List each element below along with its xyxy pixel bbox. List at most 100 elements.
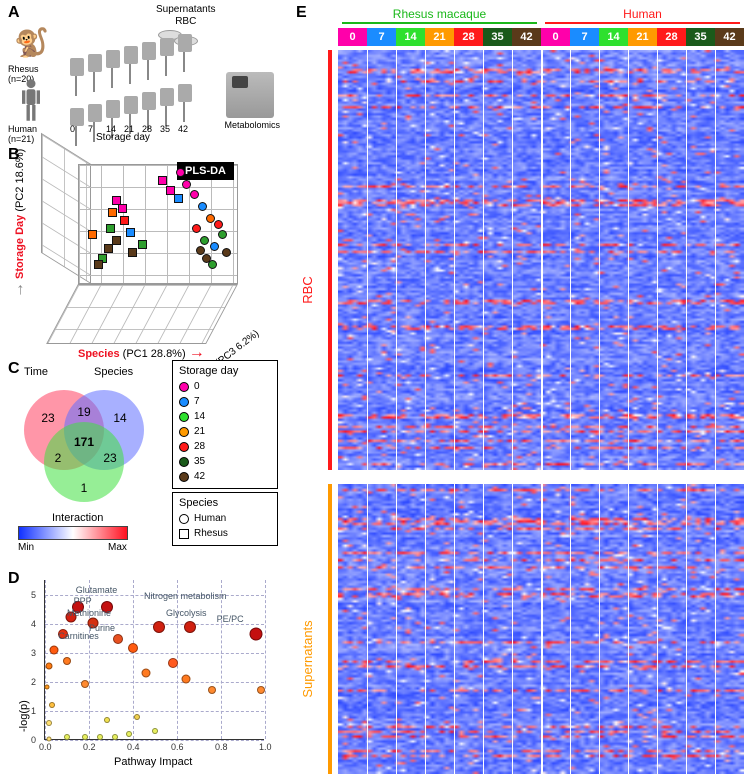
plsda-point bbox=[198, 202, 207, 211]
pathway-point bbox=[128, 643, 138, 653]
pathway-annotation: Methionine bbox=[67, 608, 111, 618]
xlabel-d: Pathway Impact bbox=[114, 756, 192, 768]
plsda-point bbox=[118, 204, 127, 213]
legend-species: Species HumanRhesus bbox=[172, 492, 278, 546]
grad-min: Min bbox=[18, 542, 34, 553]
plsda-3d: PLS-DA bbox=[48, 154, 248, 324]
sup-label: Supernatants RBC bbox=[156, 4, 216, 28]
pathway-point bbox=[49, 646, 58, 655]
plsda-point bbox=[218, 230, 227, 239]
venn-diagram: 23 14 1 19 2 23 171 bbox=[14, 382, 154, 512]
pathway-point bbox=[168, 658, 178, 668]
monkey-icon: 🐒 bbox=[14, 26, 54, 66]
plsda-point bbox=[190, 190, 199, 199]
grad-max: Max bbox=[108, 542, 127, 553]
heatmap-supernatants bbox=[338, 484, 744, 774]
panel-c: Time Species Interaction 23 14 1 19 2 23… bbox=[8, 360, 278, 560]
plsda-point bbox=[192, 224, 201, 233]
day-header: 21 bbox=[628, 28, 657, 46]
day-header: 21 bbox=[425, 28, 454, 46]
day-header: 0 bbox=[541, 28, 570, 46]
day-header: 35 bbox=[483, 28, 512, 46]
panel-d: 0.00.20.40.60.81.0012345GlutamatePPPMeth… bbox=[8, 572, 278, 772]
gradient-bar bbox=[18, 526, 128, 540]
machine-label: Metabolomics bbox=[224, 120, 280, 130]
plsda-point bbox=[120, 216, 129, 225]
day-header: 28 bbox=[454, 28, 483, 46]
day-header: 7 bbox=[367, 28, 396, 46]
pathway-point bbox=[49, 702, 55, 708]
tube-row-human: 071421283542 bbox=[58, 84, 238, 134]
pathway-point bbox=[112, 734, 118, 740]
svg-text:1: 1 bbox=[81, 481, 88, 495]
plsda-point bbox=[176, 168, 185, 177]
plsda-point bbox=[106, 224, 115, 233]
venn-time-label: Time bbox=[24, 366, 48, 378]
pathway-point bbox=[46, 662, 53, 669]
tube-row-rhesus bbox=[58, 34, 238, 84]
heatmap-row-label: Supernatants bbox=[300, 620, 315, 697]
day-header: 14 bbox=[599, 28, 628, 46]
plsda-point bbox=[214, 220, 223, 229]
pathway-point bbox=[250, 627, 263, 640]
svg-text:23: 23 bbox=[103, 451, 117, 465]
ylabel-d: -log(p) bbox=[18, 700, 30, 732]
pathway-point bbox=[126, 731, 132, 737]
pathway-point bbox=[257, 686, 265, 694]
plsda-point bbox=[200, 236, 209, 245]
pathway-point bbox=[63, 657, 71, 665]
heatmap-rbc bbox=[338, 50, 744, 470]
plsda-point bbox=[126, 228, 135, 237]
left-column: A Supernatants RBC 🐒 Rhesus (n=20) Human… bbox=[0, 0, 290, 781]
day-header: 0 bbox=[338, 28, 367, 46]
svg-text:23: 23 bbox=[41, 411, 55, 425]
pathway-point bbox=[97, 734, 103, 740]
pathway-point bbox=[104, 717, 110, 723]
svg-text:14: 14 bbox=[113, 411, 127, 425]
species-header: Rhesus macaque bbox=[338, 6, 541, 22]
xlabel-a: Storage day bbox=[96, 132, 150, 143]
plsda-point bbox=[174, 194, 183, 203]
day-header: 35 bbox=[686, 28, 715, 46]
plsda-point bbox=[128, 248, 137, 257]
plsda-point bbox=[210, 242, 219, 251]
svg-text:2: 2 bbox=[55, 451, 62, 465]
pathway-point bbox=[208, 686, 216, 694]
plsda-point bbox=[158, 176, 167, 185]
day-header: 28 bbox=[657, 28, 686, 46]
plsda-point bbox=[94, 260, 103, 269]
svg-text:171: 171 bbox=[74, 435, 94, 449]
day-header: 14 bbox=[396, 28, 425, 46]
pathway-point bbox=[142, 669, 151, 678]
pathway-annotation: Carnitines bbox=[58, 631, 99, 641]
pathway-point bbox=[184, 621, 196, 633]
pathway-point bbox=[152, 728, 158, 734]
plsda-point bbox=[104, 244, 113, 253]
species-header: Human bbox=[541, 6, 744, 22]
plsda-point bbox=[112, 236, 121, 245]
plsda-point bbox=[108, 208, 117, 217]
plsda-point bbox=[208, 260, 217, 269]
pathway-annotation: Glycolysis bbox=[166, 608, 207, 618]
pathway-annotation: PPP bbox=[74, 596, 92, 606]
venn-species-label: Species bbox=[94, 366, 133, 378]
pathway-annotation: Nitrogen metabolism bbox=[144, 591, 227, 601]
plsda-tag: PLS-DA bbox=[177, 162, 234, 180]
machine-icon bbox=[226, 72, 274, 118]
day-header: 7 bbox=[570, 28, 599, 46]
legend-storage-day: Storage day 071421283542 bbox=[172, 360, 278, 489]
pathway-annotation: PE/PC bbox=[217, 614, 244, 624]
pathway-annotation: Glutamate bbox=[76, 585, 118, 595]
panel-a: Supernatants RBC 🐒 Rhesus (n=20) Human (… bbox=[8, 6, 278, 136]
panel-b: PLS-DA → Storage Day (PC2 18.6%) Species… bbox=[8, 148, 278, 358]
pathway-point bbox=[153, 621, 165, 633]
human-n-label: Human (n=21) bbox=[8, 124, 37, 144]
pathway-point bbox=[47, 737, 52, 742]
pathway-point bbox=[81, 680, 89, 688]
plsda-point bbox=[182, 180, 191, 189]
plsda-point bbox=[222, 248, 231, 257]
pathway-scatter: 0.00.20.40.60.81.0012345GlutamatePPPMeth… bbox=[44, 580, 264, 740]
pathway-point bbox=[134, 714, 140, 720]
venn-interaction-label: Interaction bbox=[52, 512, 103, 524]
pathway-point bbox=[113, 634, 123, 644]
